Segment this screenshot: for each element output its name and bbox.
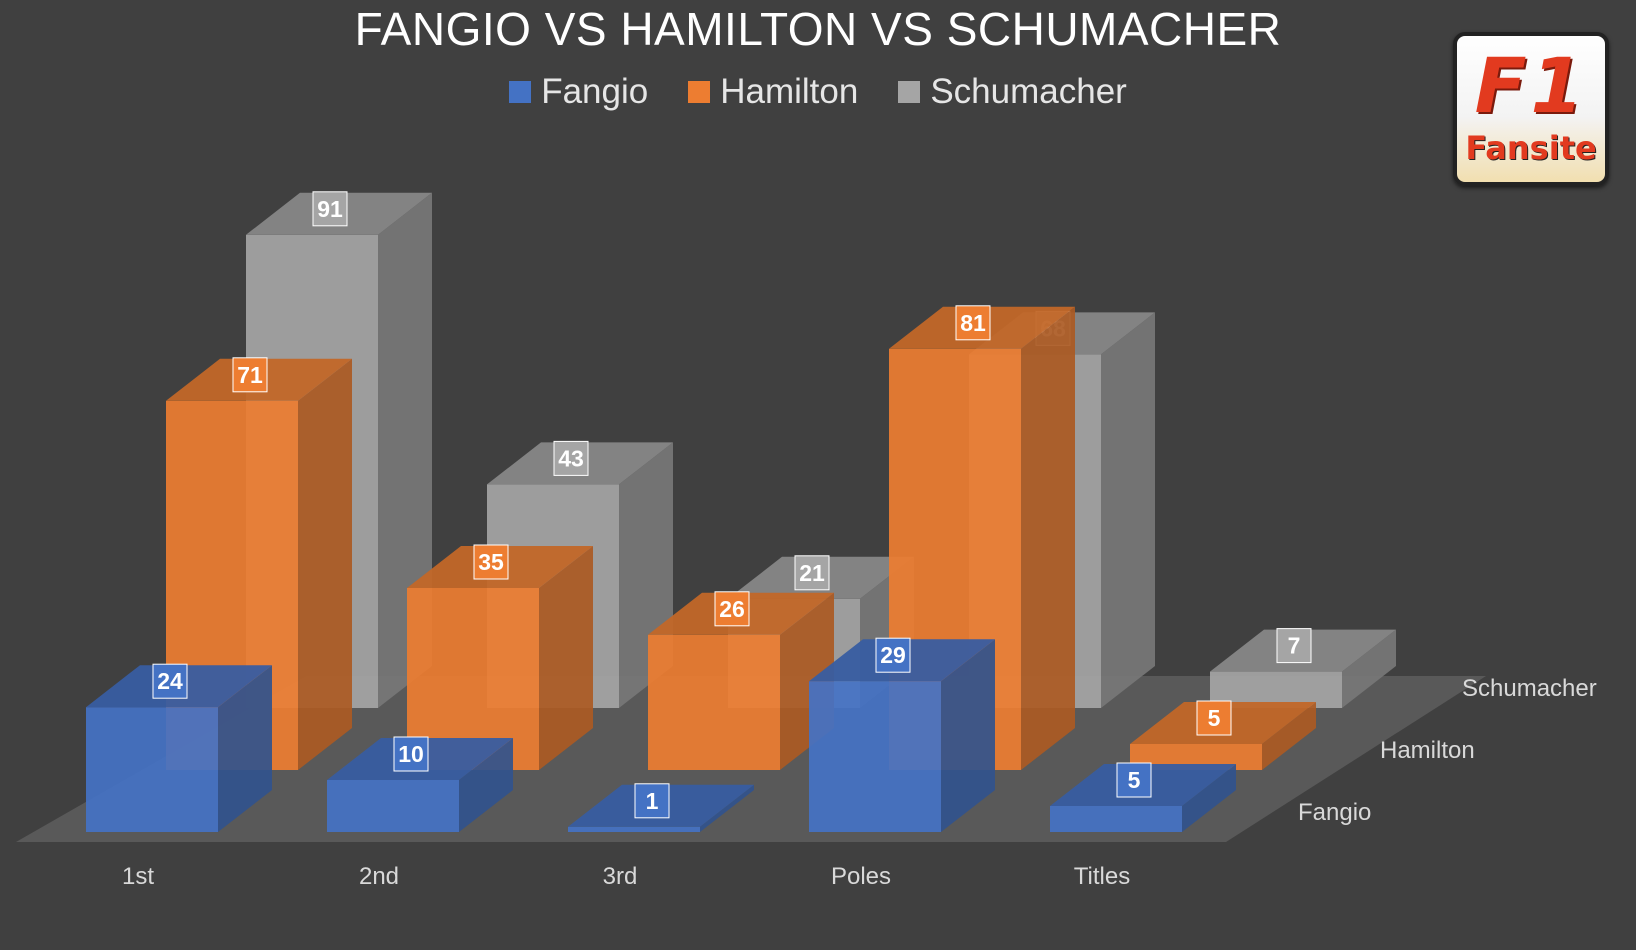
bar-side-schumacher-titles <box>1342 629 1396 708</box>
data-label-box-fangio-1st <box>152 663 188 699</box>
data-label-box-schumacher-3rd <box>794 555 830 591</box>
bar-side-hamilton-poles <box>1021 306 1075 770</box>
bar-side-hamilton-titles <box>1262 702 1316 770</box>
legend-item-fangio: Fangio <box>509 72 648 112</box>
data-label-fangio-2nd: 10 <box>398 741 424 767</box>
legend-swatch-fangio <box>509 81 532 103</box>
data-label-hamilton-1st: 71 <box>237 362 263 388</box>
bar-side-fangio-1st <box>218 665 272 832</box>
data-label-hamilton-titles: 5 <box>1208 705 1221 731</box>
data-label-box-hamilton-2nd <box>473 544 509 580</box>
bar-front-schumacher-titles <box>1210 671 1342 708</box>
bar-front-fangio-1st <box>86 707 218 832</box>
bar-front-fangio-poles <box>809 681 941 832</box>
category-label-1st: 1st <box>122 863 154 890</box>
data-label-hamilton-poles: 81 <box>960 310 986 336</box>
bar-side-fangio-poles <box>941 639 995 832</box>
legend: Fangio Hamilton Schumacher <box>0 72 1636 112</box>
series-axis-label-schumacher: Schumacher <box>1462 675 1597 702</box>
data-label-box-hamilton-1st <box>232 357 268 393</box>
chart-title: FANGIO VS HAMILTON VS SCHUMACHER <box>354 3 1282 55</box>
bar-side-hamilton-2nd <box>539 546 593 770</box>
data-label-schumacher-3rd: 21 <box>799 560 825 586</box>
f1-fansite-logo: F1 Fansite <box>1453 32 1609 186</box>
logo-fansite-text: Fansite <box>1465 129 1597 167</box>
bar-front-fangio-titles <box>1050 806 1182 832</box>
category-label-poles: Poles <box>831 863 891 890</box>
series-axis-label-hamilton: Hamilton <box>1380 737 1475 764</box>
bar-front-hamilton-3rd <box>648 634 780 770</box>
data-label-fangio-titles: 5 <box>1128 767 1141 793</box>
legend-swatch-hamilton <box>688 81 711 103</box>
legend-item-hamilton: Hamilton <box>688 72 858 112</box>
data-label-box-fangio-3rd <box>634 783 670 819</box>
bar-side-fangio-2nd <box>459 738 513 832</box>
data-label-box-fangio-titles <box>1116 762 1152 798</box>
legend-label-schumacher: Schumacher <box>930 72 1127 111</box>
data-label-schumacher-titles: 7 <box>1288 633 1301 659</box>
data-label-box-fangio-poles <box>875 637 911 673</box>
data-label-box-fangio-2nd <box>393 736 429 772</box>
data-label-box-hamilton-poles <box>955 305 991 341</box>
data-label-fangio-3rd: 1 <box>646 788 659 814</box>
data-label-box-schumacher-titles <box>1276 628 1312 664</box>
category-label-titles: Titles <box>1074 863 1130 890</box>
data-label-hamilton-2nd: 35 <box>478 549 504 575</box>
data-label-fangio-poles: 29 <box>880 642 906 668</box>
data-label-box-hamilton-titles <box>1196 700 1232 736</box>
data-label-schumacher-2nd: 43 <box>558 445 584 471</box>
bar-side-fangio-3rd <box>700 784 754 832</box>
bar-front-fangio-3rd <box>568 826 700 832</box>
legend-label-fangio: Fangio <box>541 72 649 111</box>
data-label-box-hamilton-3rd <box>714 591 750 627</box>
data-label-box-schumacher-1st <box>312 191 348 227</box>
legend-item-schumacher: Schumacher <box>898 72 1127 112</box>
bar-side-schumacher-poles <box>1101 312 1155 708</box>
data-label-box-schumacher-2nd <box>553 440 589 476</box>
logo-f1-text: F1 <box>1474 41 1588 130</box>
category-label-3rd: 3rd <box>603 863 638 890</box>
data-label-fangio-1st: 24 <box>157 668 183 694</box>
bar-hamilton-2nd <box>407 546 593 770</box>
bar-side-fangio-titles <box>1182 764 1236 832</box>
data-label-hamilton-3rd: 26 <box>719 596 745 622</box>
data-label-schumacher-1st: 91 <box>317 196 343 222</box>
category-label-2nd: 2nd <box>359 863 399 890</box>
legend-label-hamilton: Hamilton <box>720 72 859 111</box>
bar-front-fangio-2nd <box>327 780 459 832</box>
series-axis-label-fangio: Fangio <box>1298 799 1371 826</box>
bar-side-hamilton-1st <box>298 358 352 770</box>
legend-swatch-schumacher <box>898 81 921 103</box>
